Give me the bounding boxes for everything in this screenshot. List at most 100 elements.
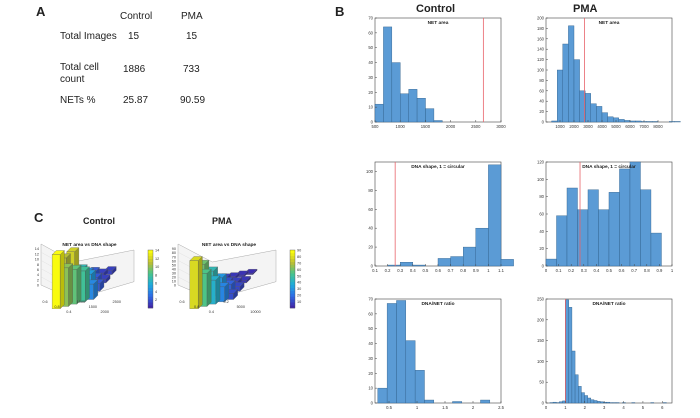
- colorbar-segment: [290, 267, 295, 271]
- table-row-label: NETs %: [60, 95, 96, 106]
- colorbar-frame: [147, 249, 154, 309]
- x-tick-label: 0.4: [593, 268, 599, 273]
- y-tick-label: 30: [368, 75, 373, 80]
- axis-tick-label: 0.8: [54, 305, 59, 309]
- z-tick-label: 6: [37, 268, 39, 272]
- colorbar-tick-label: 14: [155, 249, 159, 253]
- x-tick-label: 0.7: [631, 268, 637, 273]
- y-tick-label: 80: [539, 78, 544, 83]
- x-tick-label: 1000: [396, 124, 406, 129]
- x-tick-label: 0: [545, 268, 548, 273]
- z-tick-label: 14: [35, 247, 39, 251]
- y-tick-label: 100: [537, 68, 545, 73]
- x-tick-label: 0.3: [397, 268, 403, 273]
- z-tick-label: 10: [35, 258, 39, 262]
- colorbar-tick-label: 8: [155, 273, 157, 277]
- colorbar-tick-label: 2: [155, 298, 157, 302]
- c-header-pma: PMA: [212, 216, 232, 226]
- y-tick-label: 60: [539, 212, 544, 217]
- x-tick-label: 0.5: [422, 268, 428, 273]
- y-tick-label: 0: [371, 120, 374, 125]
- colorbar-segment: [290, 279, 295, 283]
- x-tick-label: 500: [372, 124, 380, 129]
- colorbar-segment: [148, 276, 153, 280]
- colorbar-segment: [148, 279, 153, 283]
- bar3d-top: [66, 247, 80, 252]
- colorbar-segment: [148, 293, 153, 297]
- colorbar-segment: [290, 250, 295, 254]
- colorbar-segment: [148, 302, 153, 306]
- colorbar-tick-label: 70: [297, 261, 301, 265]
- x-tick-label: 2: [472, 405, 475, 410]
- y-tick-label: 10: [368, 386, 373, 391]
- y-tick-label: 70: [368, 16, 373, 21]
- table-cell: 15: [128, 31, 140, 42]
- colorbar-segment: [148, 281, 153, 286]
- axis-tick-label: 0.2: [223, 300, 228, 304]
- table-col-pma: PMA: [181, 11, 203, 22]
- axis-tick-label: 0.8: [194, 305, 199, 309]
- y-tick-label: 60: [368, 207, 373, 212]
- colorbar-segment: [290, 284, 295, 288]
- x-tick-label: 1000: [555, 124, 565, 129]
- y-tick-label: 10: [368, 105, 373, 110]
- table-cell: 733: [183, 64, 200, 75]
- colorbar-segment: [148, 255, 153, 259]
- colorbar-segment: [148, 284, 153, 288]
- y-tick-label: 20: [539, 246, 544, 251]
- x-tick-label: 2: [584, 405, 587, 410]
- x-tick-label: 2000: [569, 124, 579, 129]
- colorbar-frame: [289, 249, 296, 309]
- chart-title: DNA shape, 1 = circular: [411, 164, 465, 170]
- z-tick-label: 70: [172, 255, 176, 259]
- y-tick-label: 40: [368, 341, 373, 346]
- x-tick-label: 1: [416, 405, 419, 410]
- colorbar-segment: [148, 296, 153, 300]
- z-tick-label: 50: [172, 263, 176, 267]
- y-tick-label: 100: [537, 177, 545, 182]
- colorbar-segment: [148, 305, 153, 309]
- z-tick-label: 40: [172, 267, 176, 271]
- x-tick-label: 6: [661, 405, 664, 410]
- chart-title: NET area: [599, 20, 620, 26]
- y-tick-label: 20: [368, 371, 373, 376]
- colorbar-segment: [148, 287, 153, 291]
- colorbar-tick-label: 50: [297, 274, 301, 278]
- x-tick-label: 3000: [583, 124, 593, 129]
- y-tick-label: 200: [537, 16, 545, 21]
- x-tick-label: 0.1: [556, 268, 562, 273]
- y-tick-label: 120: [537, 57, 545, 62]
- z-tick-label: 4: [37, 273, 39, 277]
- histogram-bar: [425, 108, 435, 123]
- colorbar-segment: [148, 250, 153, 254]
- axis-tick-label: 10000: [250, 310, 261, 314]
- x-tick-label: 2500: [471, 124, 481, 129]
- colorbar-segment: [290, 276, 295, 280]
- histogram-bar: [488, 164, 502, 267]
- y-tick-label: 80: [368, 188, 373, 193]
- x-tick-label: 1.1: [498, 268, 504, 273]
- colorbar-segment: [148, 299, 153, 303]
- y-tick-label: 40: [539, 99, 544, 104]
- y-tick-label: 100: [366, 169, 374, 174]
- x-tick-label: 3000: [496, 124, 506, 129]
- colorbar-segment: [148, 267, 153, 271]
- y-tick-label: 150: [537, 338, 545, 343]
- y-tick-label: 0: [542, 401, 545, 406]
- z-tick-label: 60: [172, 259, 176, 263]
- y-tick-label: 40: [539, 229, 544, 234]
- y-tick-label: 60: [368, 30, 373, 35]
- histogram-bar: [480, 399, 491, 404]
- colorbar-segment: [290, 296, 295, 300]
- colorbar-segment: [290, 290, 295, 294]
- z-tick-label: 10: [172, 279, 176, 283]
- colorbar-segment: [290, 299, 295, 303]
- x-tick-label: 5000: [611, 124, 621, 129]
- y-tick-label: 60: [368, 311, 373, 316]
- histogram-bar: [674, 121, 681, 123]
- table-row-label: Total cell count: [60, 62, 99, 85]
- table-cell: 90.59: [180, 95, 206, 106]
- bar3d-side: [198, 256, 203, 310]
